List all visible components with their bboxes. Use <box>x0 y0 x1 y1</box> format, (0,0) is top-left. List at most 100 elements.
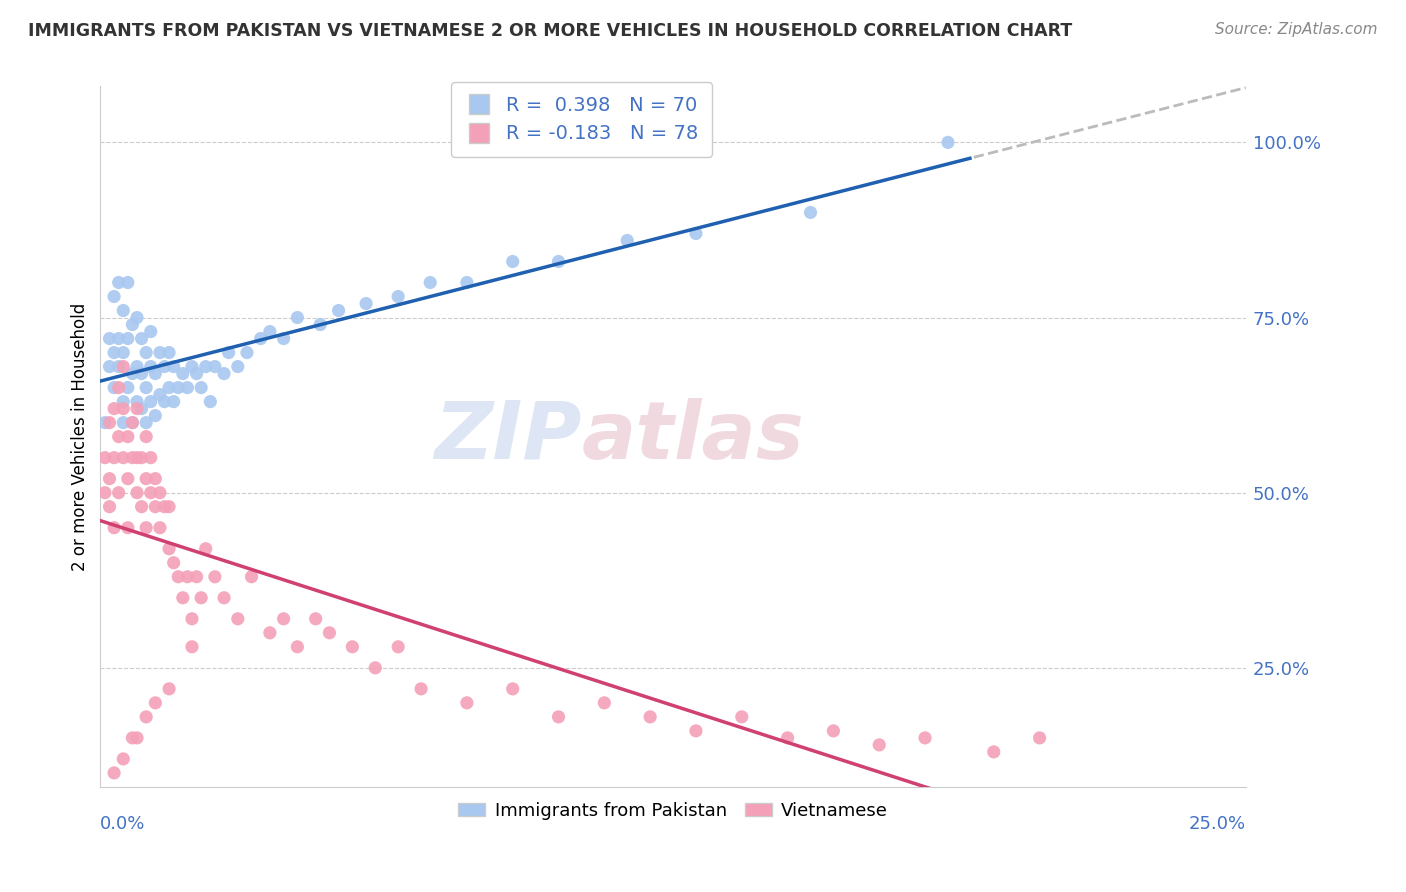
Point <box>387 289 409 303</box>
Point <box>117 332 139 346</box>
Point <box>167 381 190 395</box>
Point <box>163 556 186 570</box>
Point <box>685 723 707 738</box>
Point <box>112 303 135 318</box>
Point <box>135 430 157 444</box>
Point <box>194 359 217 374</box>
Point <box>125 401 148 416</box>
Point <box>117 381 139 395</box>
Point <box>103 401 125 416</box>
Point <box>240 570 263 584</box>
Point <box>157 345 180 359</box>
Point <box>107 276 129 290</box>
Point <box>157 681 180 696</box>
Point <box>94 416 117 430</box>
Point <box>135 381 157 395</box>
Legend: Immigrants from Pakistan, Vietnamese: Immigrants from Pakistan, Vietnamese <box>451 795 894 827</box>
Point <box>502 681 524 696</box>
Point <box>731 710 754 724</box>
Point <box>914 731 936 745</box>
Point <box>125 450 148 465</box>
Point <box>163 394 186 409</box>
Point <box>176 381 198 395</box>
Point <box>121 731 143 745</box>
Point <box>226 359 249 374</box>
Text: 25.0%: 25.0% <box>1188 815 1246 833</box>
Point <box>259 625 281 640</box>
Point <box>107 332 129 346</box>
Point <box>121 416 143 430</box>
Point <box>273 332 295 346</box>
Point <box>98 359 121 374</box>
Point <box>285 640 308 654</box>
Text: atlas: atlas <box>582 398 804 475</box>
Point <box>121 318 143 332</box>
Point <box>143 472 166 486</box>
Point <box>172 591 194 605</box>
Point <box>186 570 208 584</box>
Point <box>121 450 143 465</box>
Point <box>547 710 569 724</box>
Text: Source: ZipAtlas.com: Source: ZipAtlas.com <box>1215 22 1378 37</box>
Point <box>153 500 176 514</box>
Point <box>181 612 204 626</box>
Point <box>685 227 707 241</box>
Point <box>94 450 117 465</box>
Point <box>176 570 198 584</box>
Point <box>112 752 135 766</box>
Point <box>103 345 125 359</box>
Point <box>983 745 1005 759</box>
Point <box>194 541 217 556</box>
Point <box>149 485 172 500</box>
Point <box>139 359 162 374</box>
Point <box>226 612 249 626</box>
Point <box>121 367 143 381</box>
Point <box>131 450 153 465</box>
Point <box>638 710 661 724</box>
Point <box>98 332 121 346</box>
Point <box>103 521 125 535</box>
Point <box>112 416 135 430</box>
Point <box>236 345 259 359</box>
Point <box>157 381 180 395</box>
Point <box>218 345 240 359</box>
Point <box>547 254 569 268</box>
Point <box>107 359 129 374</box>
Point <box>139 394 162 409</box>
Point <box>456 276 478 290</box>
Point <box>94 485 117 500</box>
Point <box>616 234 638 248</box>
Point <box>107 430 129 444</box>
Point <box>204 570 226 584</box>
Point <box>149 521 172 535</box>
Point <box>139 450 162 465</box>
Point <box>259 325 281 339</box>
Point <box>823 723 845 738</box>
Point <box>112 345 135 359</box>
Point <box>131 500 153 514</box>
Point <box>200 394 222 409</box>
Point <box>305 612 328 626</box>
Point <box>98 500 121 514</box>
Point <box>135 416 157 430</box>
Point <box>181 640 204 654</box>
Point <box>135 472 157 486</box>
Point <box>117 430 139 444</box>
Point <box>502 254 524 268</box>
Point <box>172 367 194 381</box>
Point <box>107 381 129 395</box>
Point <box>318 625 340 640</box>
Point <box>112 359 135 374</box>
Point <box>419 276 441 290</box>
Point <box>107 485 129 500</box>
Point <box>125 485 148 500</box>
Point <box>364 661 387 675</box>
Point <box>103 765 125 780</box>
Point <box>125 359 148 374</box>
Point <box>157 541 180 556</box>
Point <box>131 367 153 381</box>
Point <box>868 738 890 752</box>
Point <box>285 310 308 325</box>
Point <box>117 521 139 535</box>
Point <box>157 500 180 514</box>
